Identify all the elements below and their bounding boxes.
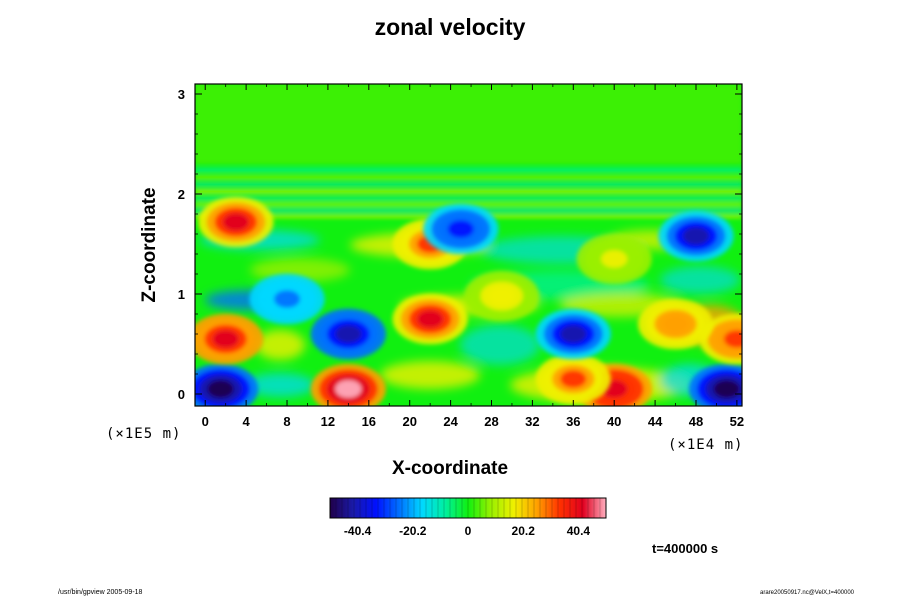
field-feature bbox=[699, 313, 742, 365]
field-contour bbox=[335, 325, 362, 343]
field-feature bbox=[198, 196, 274, 248]
field-feature bbox=[310, 363, 386, 406]
field-patch bbox=[255, 330, 305, 360]
field-contour bbox=[447, 220, 474, 238]
field-patch bbox=[460, 325, 540, 365]
field-band bbox=[195, 84, 742, 164]
field-contour bbox=[335, 380, 362, 398]
x-tick-label: 4 bbox=[243, 414, 251, 429]
field-band bbox=[195, 168, 742, 172]
y-tick-label: 3 bbox=[178, 87, 185, 102]
y-tick-label: 2 bbox=[178, 187, 185, 202]
field-contour bbox=[488, 287, 515, 305]
field-feature bbox=[392, 293, 468, 345]
field-contour bbox=[560, 325, 587, 343]
field-feature bbox=[423, 203, 499, 255]
y-scale-label: (×1E5 m) bbox=[106, 426, 182, 442]
field-contour bbox=[682, 227, 710, 245]
field-feature bbox=[464, 270, 540, 322]
field-contour bbox=[723, 330, 742, 348]
field-contour bbox=[273, 290, 301, 308]
field-band bbox=[195, 183, 742, 186]
colorbar-tick-label: 40.4 bbox=[567, 524, 591, 538]
field-contour bbox=[207, 380, 234, 398]
x-tick-label: 52 bbox=[730, 414, 744, 429]
field-contour bbox=[601, 250, 628, 268]
x-axis-label: X-coordinate bbox=[391, 458, 509, 479]
y-axis-label: Z-coordinate bbox=[139, 187, 160, 303]
colorbar-tick-label: -40.4 bbox=[344, 524, 372, 538]
field-band bbox=[195, 190, 742, 193]
field-patch bbox=[245, 373, 315, 397]
colorbar-tick-label: 20.2 bbox=[512, 524, 536, 538]
colorbar: -40.4 -20.2 0 20.2 40.4 bbox=[329, 497, 607, 538]
x-tick-label: 12 bbox=[321, 414, 335, 429]
field-contour bbox=[212, 330, 239, 348]
colorbar-frame bbox=[329, 497, 607, 519]
field-contour bbox=[713, 380, 740, 398]
field-feature bbox=[535, 353, 611, 405]
velocity-field bbox=[195, 84, 742, 406]
field-contour bbox=[662, 315, 689, 333]
y-tick-label: 0 bbox=[178, 387, 185, 402]
x-tick-label: 24 bbox=[443, 414, 458, 429]
field-contour bbox=[417, 310, 444, 328]
field-feature bbox=[195, 313, 264, 365]
x-tick-label: 16 bbox=[362, 414, 376, 429]
y-tick-label: 1 bbox=[178, 287, 185, 302]
field-feature bbox=[576, 233, 652, 285]
x-tick-label: 0 bbox=[202, 414, 209, 429]
x-tick-label: 28 bbox=[484, 414, 498, 429]
field-feature bbox=[249, 273, 325, 325]
field-band bbox=[195, 176, 742, 179]
colorbar-tick-label: -20.2 bbox=[399, 524, 427, 538]
footer-right: arare20050917.nc@VelX,t=400000 bbox=[760, 590, 854, 596]
field-feature bbox=[658, 210, 734, 262]
field-contour bbox=[560, 370, 587, 388]
chart-title: zonal velocity bbox=[374, 14, 526, 40]
field-feature bbox=[195, 363, 259, 406]
x-tick-label: 40 bbox=[607, 414, 621, 429]
field-feature bbox=[637, 298, 714, 350]
x-tick-label: 32 bbox=[525, 414, 539, 429]
field-feature bbox=[689, 363, 742, 406]
plot-frame bbox=[194, 83, 743, 407]
x-tick-label: 20 bbox=[402, 414, 416, 429]
colorbar-tick-label: 0 bbox=[465, 524, 472, 538]
x-tick-label: 48 bbox=[689, 414, 703, 429]
field-feature bbox=[310, 308, 386, 360]
field-patch bbox=[660, 266, 740, 294]
footer-left: /usr/bin/gpview 2005-09-18 bbox=[58, 589, 143, 596]
field-contour bbox=[222, 213, 249, 231]
field-band bbox=[195, 197, 742, 200]
field-patch bbox=[380, 361, 480, 389]
x-tick-label: 36 bbox=[566, 414, 580, 429]
x-tick-label: 44 bbox=[648, 414, 663, 429]
field-feature bbox=[535, 308, 611, 360]
x-tick-label: 8 bbox=[283, 414, 290, 429]
time-label: t=400000 s bbox=[652, 541, 719, 556]
x-scale-label: (×1E4 m) bbox=[668, 437, 744, 453]
